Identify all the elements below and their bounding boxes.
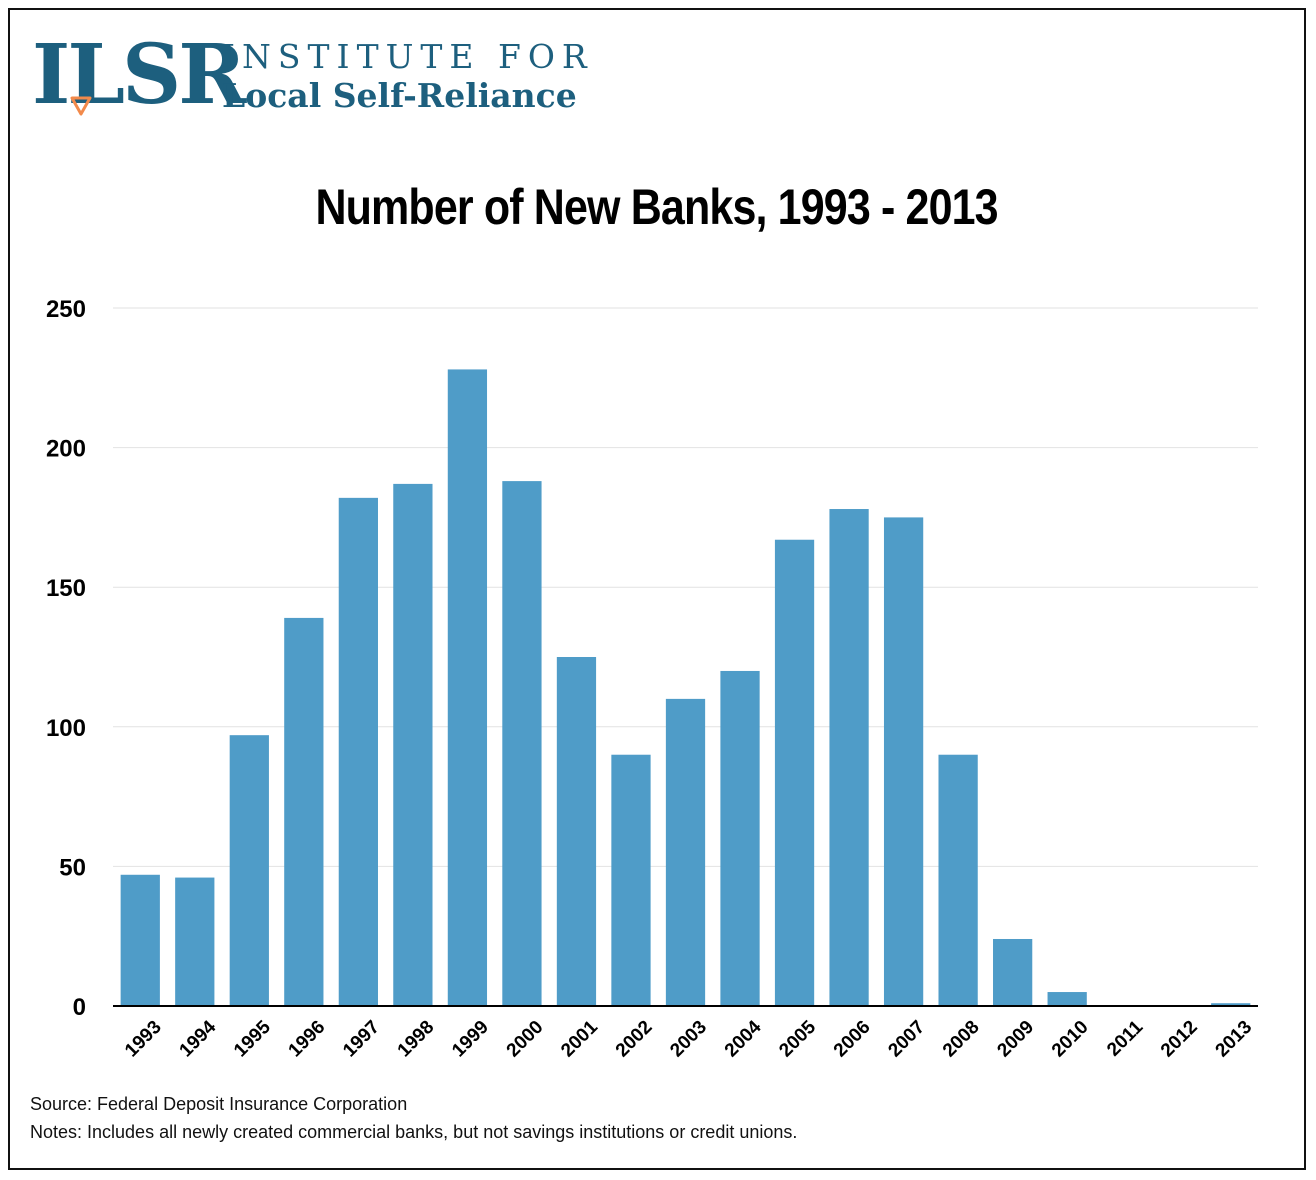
notes-text: Notes: Includes all newly created commer… xyxy=(30,1122,798,1142)
y-tick-label: 200 xyxy=(46,436,86,463)
x-tick-label: 1996 xyxy=(285,1017,330,1062)
x-tick-label: 2010 xyxy=(1048,1017,1093,1062)
x-tick-label: 2008 xyxy=(939,1017,984,1062)
bar-2007 xyxy=(883,517,924,1006)
logo-triangle-icon xyxy=(70,96,92,116)
x-tick-label: 2012 xyxy=(1157,1017,1202,1062)
y-tick-label: 0 xyxy=(73,994,86,1021)
bar-2010 xyxy=(1047,992,1087,1006)
bar-1995 xyxy=(229,735,269,1006)
chart-frame xyxy=(8,8,1306,1170)
bar-1994 xyxy=(175,877,215,1006)
bar-1996 xyxy=(284,617,324,1006)
x-axis-ticks: 1993 1994 1995 1996 1997 1998 1999 2000 2001 2002… xyxy=(121,1016,1256,1061)
bar-2003 xyxy=(665,698,706,1006)
x-tick-label: 2004 xyxy=(721,1016,766,1061)
y-tick-label: 100 xyxy=(46,715,86,742)
x-tick-label: 2007 xyxy=(884,1017,929,1062)
x-tick-label: 1993 xyxy=(121,1017,166,1062)
bar-2004 xyxy=(720,670,760,1006)
bar-2013 xyxy=(1211,1003,1251,1006)
x-tick-label: 1998 xyxy=(394,1017,439,1062)
x-tick-label: 2003 xyxy=(666,1017,711,1062)
x-tick-label: 2013 xyxy=(1212,1017,1257,1062)
bar-2006 xyxy=(829,509,869,1006)
x-tick-label: 2006 xyxy=(830,1017,875,1062)
y-tick-label: 50 xyxy=(59,854,86,881)
bar-1993 xyxy=(120,874,160,1006)
bar-2008 xyxy=(938,754,978,1006)
logo-line-2: Local Self-Reliance xyxy=(222,76,577,115)
y-axis-ticks: 0 50 100 150 200 250 xyxy=(46,296,86,1021)
bar-1998 xyxy=(393,483,433,1006)
x-tick-label: 2000 xyxy=(503,1017,548,1062)
x-tick-label: 2001 xyxy=(557,1016,602,1061)
bar-2005 xyxy=(774,539,815,1006)
y-tick-label: 150 xyxy=(46,575,86,602)
x-tick-label: 2009 xyxy=(993,1017,1038,1062)
y-tick-label: 250 xyxy=(46,296,86,323)
bar-2009 xyxy=(993,938,1033,1006)
x-tick-label: 1994 xyxy=(176,1016,221,1061)
x-tick-label: 2005 xyxy=(775,1016,820,1061)
bar-2002 xyxy=(611,754,651,1006)
bar-2001 xyxy=(556,657,597,1006)
source-note: Source: Federal Deposit Insurance Corpor… xyxy=(30,1094,408,1114)
x-tick-label: 1997 xyxy=(339,1017,384,1062)
bar-2000 xyxy=(502,481,542,1006)
x-tick-label: 2002 xyxy=(612,1017,657,1062)
bar-1997 xyxy=(338,497,378,1006)
bars xyxy=(120,369,1251,1006)
ilsr-logo-mark: ILSR xyxy=(32,27,246,123)
chart-title: Number of New Banks, 1993 - 2013 xyxy=(315,179,998,235)
x-tick-label: 2011 xyxy=(1103,1016,1147,1060)
x-tick-label: 1995 xyxy=(230,1016,275,1061)
logo-line-1: INSTITUTE FOR xyxy=(222,37,594,76)
x-tick-label: 1999 xyxy=(448,1017,493,1062)
bar-1999 xyxy=(447,369,488,1006)
